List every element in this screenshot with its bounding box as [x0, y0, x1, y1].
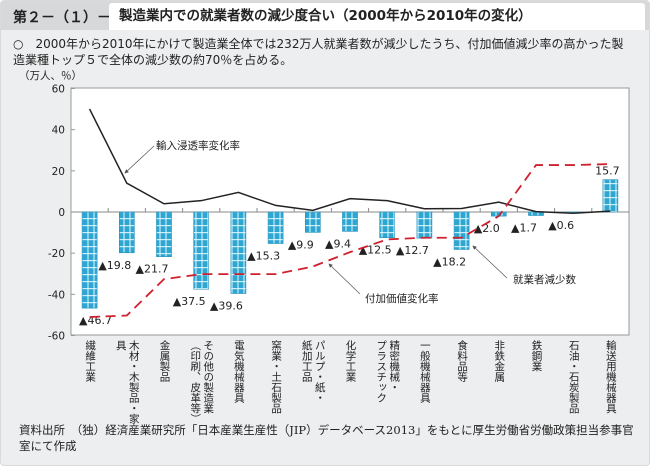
- y-tick-label: 40: [52, 125, 65, 137]
- y-tick-label: 60: [52, 84, 65, 96]
- x-category-label: 石油・石炭製品: [567, 340, 580, 414]
- data-label: ▲12.7: [396, 244, 429, 257]
- data-label: ▲39.6: [210, 300, 243, 313]
- bar: [379, 211, 396, 239]
- y-axis-unit: （万人、％）: [19, 70, 82, 82]
- data-label: ▲1.7: [511, 221, 537, 234]
- data-label: ▲21.7: [136, 263, 169, 276]
- x-category-label: 食料品等: [456, 340, 469, 382]
- x-category-label: 精密機械・ プラスチック: [375, 340, 401, 403]
- bar: [230, 211, 247, 294]
- y-tick-label: -60: [48, 331, 65, 343]
- data-label: ▲9.9: [288, 238, 314, 251]
- x-category-label: パルプ・紙・ 紙加工品: [300, 340, 326, 403]
- x-category-label: 窯業・土石製品: [270, 340, 283, 414]
- x-category-label: 繊維工業: [84, 340, 97, 382]
- bar: [267, 211, 284, 244]
- bar: [453, 211, 470, 250]
- data-label: ▲2.0: [474, 222, 500, 235]
- x-category-label: 金属製品: [158, 340, 171, 382]
- bar: [81, 211, 98, 309]
- data-label: ▲19.8: [98, 259, 131, 272]
- data-label: ▲0.6: [548, 219, 574, 232]
- figure-title: 製造業内での就業者数の減少度合い（2000年から2010年の変化）: [109, 3, 645, 30]
- data-label: ▲46.7: [79, 314, 112, 327]
- legend-value-added: 付加価値変化率: [365, 292, 439, 305]
- bar: [416, 211, 433, 239]
- data-label: ▲12.5: [359, 244, 392, 257]
- series-line-1: [89, 163, 611, 318]
- bar: [304, 211, 321, 233]
- data-label: ▲18.2: [433, 255, 466, 268]
- annotation-arrow: [124, 145, 155, 174]
- bar: [119, 211, 135, 254]
- legend-import-penetration: 輸入浸透率変化率: [156, 139, 240, 152]
- x-category-label: 鉄鋼業: [530, 340, 543, 372]
- data-label: ▲37.5: [173, 295, 206, 308]
- y-tick-label: 20: [52, 166, 65, 178]
- annotation-arrow: [328, 263, 361, 295]
- bar: [193, 211, 209, 290]
- y-tick-label: -40: [48, 289, 65, 301]
- y-tick-label: 0: [58, 207, 65, 219]
- figure-number: 第２－（１）－４図: [13, 10, 139, 26]
- x-category-label: 木材・木製品・家具: [114, 340, 140, 424]
- x-category-label: 化学工業: [344, 340, 357, 382]
- bar: [342, 211, 358, 232]
- source-note: 資料出所 （独）経済産業研究所「日本産業生産性（JIP）データベース2013」を…: [19, 423, 634, 453]
- bar: [156, 211, 172, 257]
- data-label: ▲9.4: [325, 237, 351, 250]
- x-category-label: 非鉄金属: [493, 340, 506, 382]
- bar: [602, 179, 619, 213]
- x-category-label: 輸送用機械器具: [604, 340, 617, 414]
- legend-employment-decrease: 就業者減少数: [513, 273, 576, 286]
- data-label: 15.7: [595, 165, 620, 178]
- y-tick-label: -20: [48, 248, 65, 260]
- annotation-arrow: [472, 245, 508, 279]
- lead-text: ○ 2000年から2010年にかけて製造業全体では232万人就業者数が減少したう…: [13, 37, 624, 67]
- series-line-0: [88, 108, 611, 214]
- x-category-label: 電気機械器具: [232, 340, 245, 403]
- x-category-label: その他の製造業 （印刷、皮革等）: [189, 340, 215, 424]
- data-label: ▲15.3: [247, 249, 280, 262]
- x-category-label: 一般機械器具: [418, 340, 431, 403]
